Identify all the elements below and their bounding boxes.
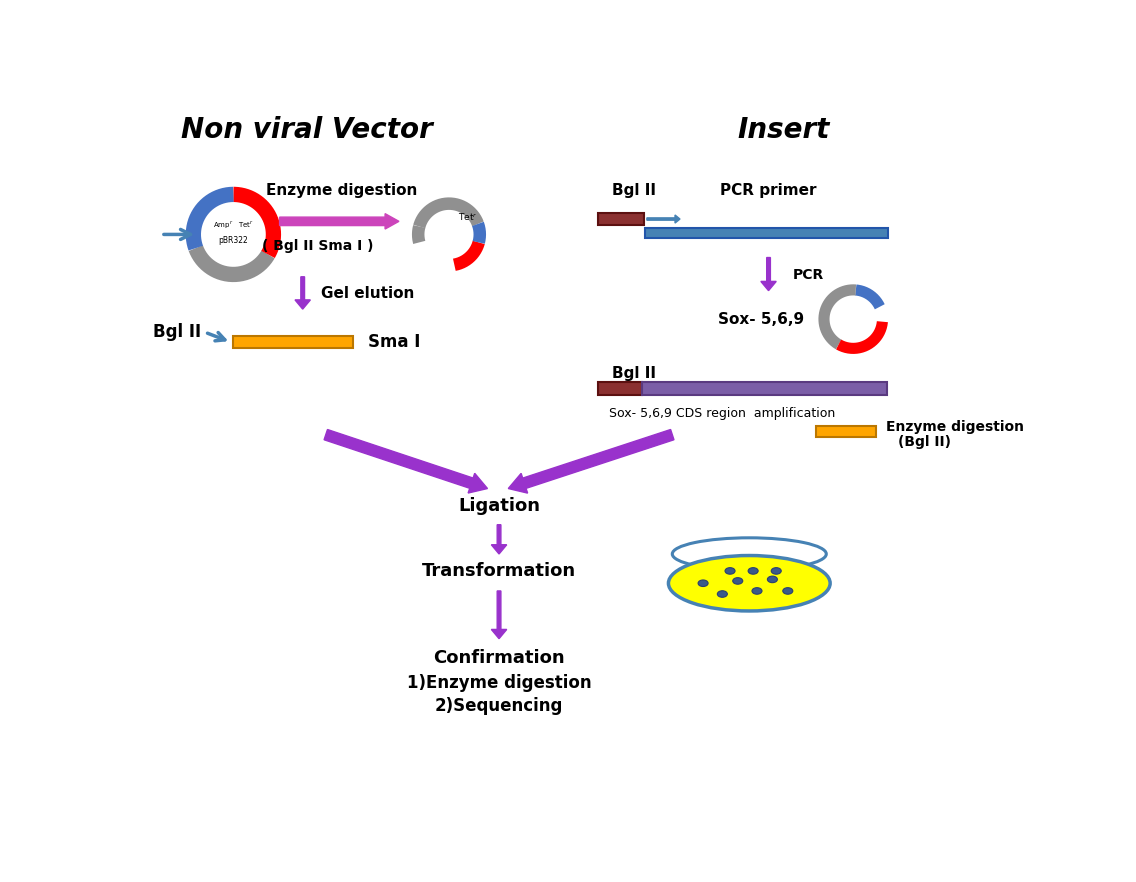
Ellipse shape [699,580,708,587]
Text: Enzyme digestion: Enzyme digestion [886,420,1024,434]
Text: Gel elution: Gel elution [321,287,415,302]
Text: Bgl II: Bgl II [612,365,655,380]
FancyArrow shape [295,277,310,309]
FancyArrow shape [492,591,507,639]
Ellipse shape [749,568,758,574]
Text: Bgl II: Bgl II [612,183,655,198]
FancyArrow shape [279,213,399,229]
Text: Bgl II: Bgl II [153,323,201,341]
Ellipse shape [673,538,826,570]
FancyArrow shape [646,215,680,223]
FancyArrow shape [492,525,507,554]
Ellipse shape [783,587,793,594]
Bar [598,213,644,225]
Ellipse shape [752,587,762,594]
Text: Amp$^r$   Tet$^r$: Amp$^r$ Tet$^r$ [214,220,253,231]
Text: Tet$^r$: Tet$^r$ [459,212,478,223]
FancyArrow shape [324,430,487,493]
Text: PCR: PCR [793,268,825,282]
Text: Non viral Vector: Non viral Vector [181,116,433,145]
Bar [817,426,876,437]
Text: Transformation: Transformation [421,562,576,580]
Text: 2)Sequencing: 2)Sequencing [435,698,563,715]
Ellipse shape [733,578,743,584]
Bar [598,382,642,394]
Bar [233,336,353,348]
FancyArrow shape [508,430,674,493]
Text: Sox- 5,6,9 CDS region  amplification: Sox- 5,6,9 CDS region amplification [609,407,835,421]
Text: Sma I: Sma I [368,333,420,351]
Bar [642,382,887,394]
Ellipse shape [668,556,830,611]
Ellipse shape [771,568,782,574]
Bar [645,228,888,238]
Text: Sox- 5,6,9: Sox- 5,6,9 [718,311,804,326]
Text: Enzyme digestion: Enzyme digestion [266,183,417,198]
Text: Confirmation: Confirmation [433,649,565,667]
Text: Insert: Insert [737,116,830,145]
Text: 1)Enzyme digestion: 1)Enzyme digestion [407,674,592,691]
Ellipse shape [768,576,777,583]
Text: ( Bgl II Sma I ): ( Bgl II Sma I ) [262,239,374,253]
Text: pBR322: pBR322 [218,236,249,245]
Text: PCR primer: PCR primer [720,183,817,198]
Text: Ligation: Ligation [458,497,540,515]
Ellipse shape [717,591,727,597]
Text: (Bgl II): (Bgl II) [897,436,951,449]
FancyArrow shape [761,258,776,291]
Ellipse shape [725,568,735,574]
